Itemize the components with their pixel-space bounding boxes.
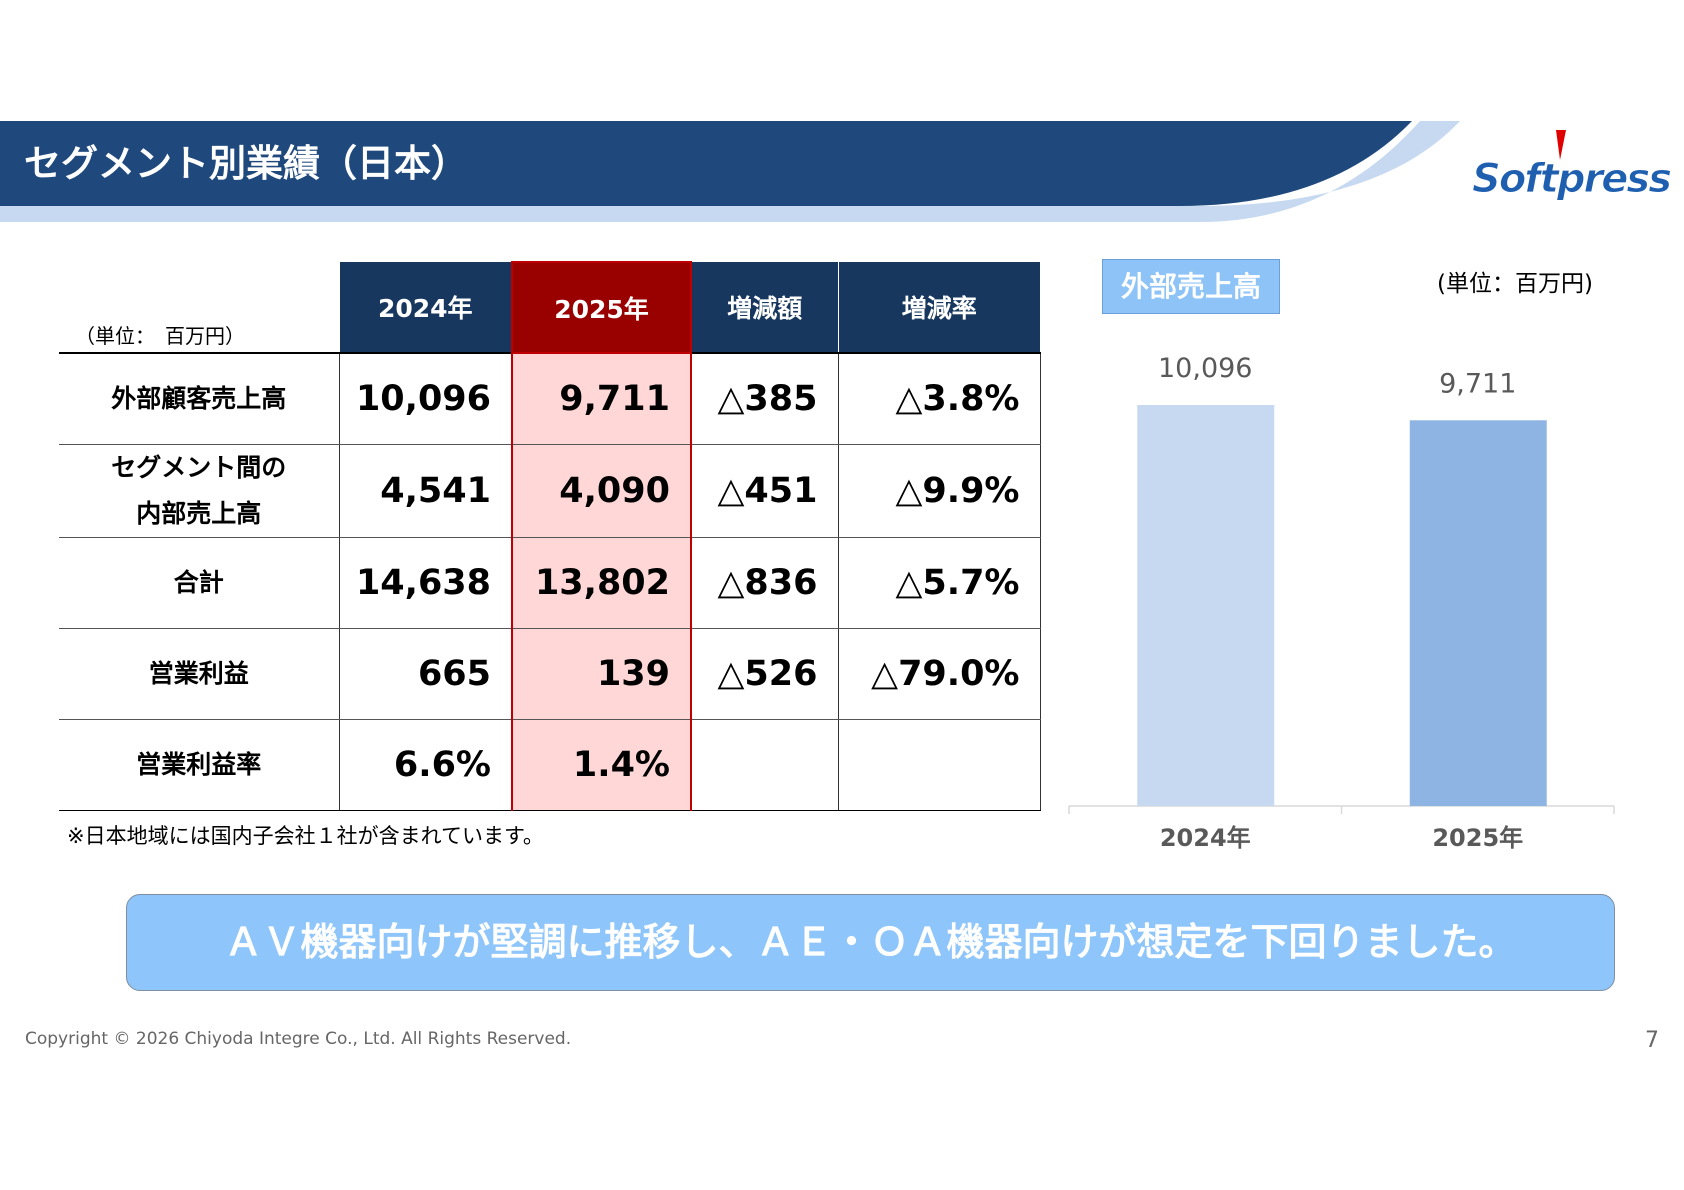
- table-cell: 14,638: [339, 537, 513, 629]
- table-cell: 665: [339, 628, 513, 720]
- value-label: 10,096: [1158, 353, 1252, 384]
- table-unit: （単位： 百万円）: [75, 324, 245, 348]
- page-number: 7: [1645, 1028, 1659, 1053]
- copyright: Copyright © 2026 Chiyoda Integre Co., Lt…: [25, 1029, 572, 1049]
- slide-title: セグメント別業績（日本）: [24, 142, 468, 185]
- x-tick-label: 2024年: [1160, 824, 1251, 852]
- table-cell: △5.7%: [838, 537, 1041, 629]
- column-header: 2025年: [511, 261, 692, 354]
- row-label: 営業利益率: [59, 719, 340, 811]
- header-bar: [0, 121, 1412, 206]
- value-label: 9,711: [1439, 368, 1516, 399]
- row-label: セグメント間の 内部売上高: [59, 444, 340, 538]
- table-cell: 6.6%: [339, 719, 513, 811]
- table-row: 営業利益 665 139 △526 △79.0%: [59, 628, 1041, 720]
- header-row: 2024年 2025年 増減額 増減率: [59, 261, 1040, 354]
- column-header: 2024年: [338, 262, 512, 353]
- x-tick-label: 2025年: [1432, 824, 1523, 852]
- table-cell: [691, 719, 839, 811]
- table-row: 外部顧客売上高 10,096 9,711 △385 △3.8%: [59, 352, 1041, 445]
- bar: [1137, 405, 1275, 806]
- logo: Softpress: [1472, 156, 1672, 202]
- table-cell: 13,802: [511, 537, 692, 629]
- table-cell: 10,096: [339, 352, 513, 445]
- table-cell: 4,090: [511, 444, 692, 538]
- chart-title: 外部売上高: [1102, 259, 1280, 314]
- table-row: 合計 14,638 13,802 △836 △5.7%: [59, 537, 1041, 629]
- table-cell: 4,541: [339, 444, 513, 538]
- table-cell: △451: [691, 444, 839, 538]
- table-cell: [838, 719, 1041, 811]
- table-cell: △836: [691, 537, 839, 629]
- summary-callout: ＡＶ機器向けが堅調に推移し、ＡＥ・ＯＡ機器向けが想定を下回りました。: [126, 894, 1615, 991]
- table-cell: 139: [511, 628, 692, 720]
- table-cell: △526: [691, 628, 839, 720]
- table-row: セグメント間の 内部売上高 4,541 4,090 △451 △9.9%: [59, 444, 1041, 538]
- row-label: 営業利益: [59, 628, 340, 720]
- table-note: ※日本地域には国内子会社１社が含まれています。: [67, 824, 544, 848]
- table-cell: 9,711: [511, 352, 692, 445]
- table-cell: △9.9%: [838, 444, 1041, 538]
- row-label: 合計: [59, 537, 340, 629]
- table-row: 営業利益率 6.6% 1.4%: [59, 719, 1041, 811]
- table-cell: △3.8%: [838, 352, 1041, 445]
- header-accent: [0, 121, 1460, 222]
- bar: [1409, 420, 1547, 806]
- header-band: セグメント別業績（日本） Softpress: [0, 121, 1673, 222]
- bar-chart: 10,096 2024年 9,711 2025年: [1068, 353, 1615, 852]
- column-header: 増減率: [837, 262, 1040, 353]
- column-header: 増減額: [690, 262, 838, 353]
- chart-unit: (単位：百万円): [1437, 271, 1593, 297]
- table-cell: △79.0%: [838, 628, 1041, 720]
- table-cell: 1.4%: [511, 719, 692, 811]
- table-cell: △385: [691, 352, 839, 445]
- row-label: 外部顧客売上高: [59, 352, 340, 445]
- logo-mark: [1556, 130, 1566, 160]
- results-table: 2024年 2025年 増減額 増減率 外部顧客売上高 10,096 9,711 △385 △…: [59, 261, 1041, 811]
